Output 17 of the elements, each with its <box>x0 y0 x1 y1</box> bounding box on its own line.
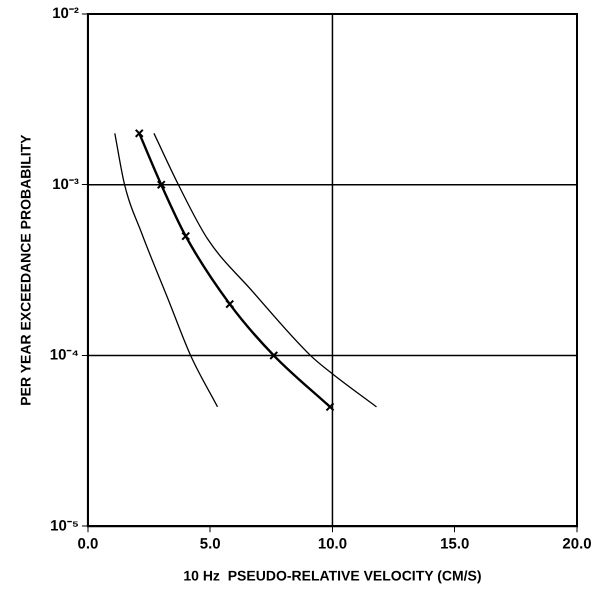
x-tick-label: 0.0 <box>77 535 98 552</box>
y-axis-title: PER YEAR EXCEEDANCE PROBABILITY <box>17 134 34 406</box>
x-tick-label: 5.0 <box>200 535 221 552</box>
point <box>134 128 144 138</box>
x-tick-label: 10.0 <box>318 535 348 552</box>
point <box>269 350 278 360</box>
point <box>225 300 234 309</box>
x-axis-title: 10 Hz PSEUDO-RELATIVE VELOCITY (CM/S) <box>183 567 482 584</box>
point <box>156 180 166 190</box>
y-tick-label: 10⁻⁴ <box>50 346 79 364</box>
point <box>325 402 335 412</box>
y-tick-label: 10⁻³ <box>52 176 79 193</box>
y-tick-label: 10⁻⁵ <box>50 517 79 534</box>
x-tick-label: 20.0 <box>562 535 592 552</box>
point <box>181 232 190 241</box>
x-tick-label: 15.0 <box>440 535 470 552</box>
y-tick-label: 10⁻² <box>52 5 79 22</box>
